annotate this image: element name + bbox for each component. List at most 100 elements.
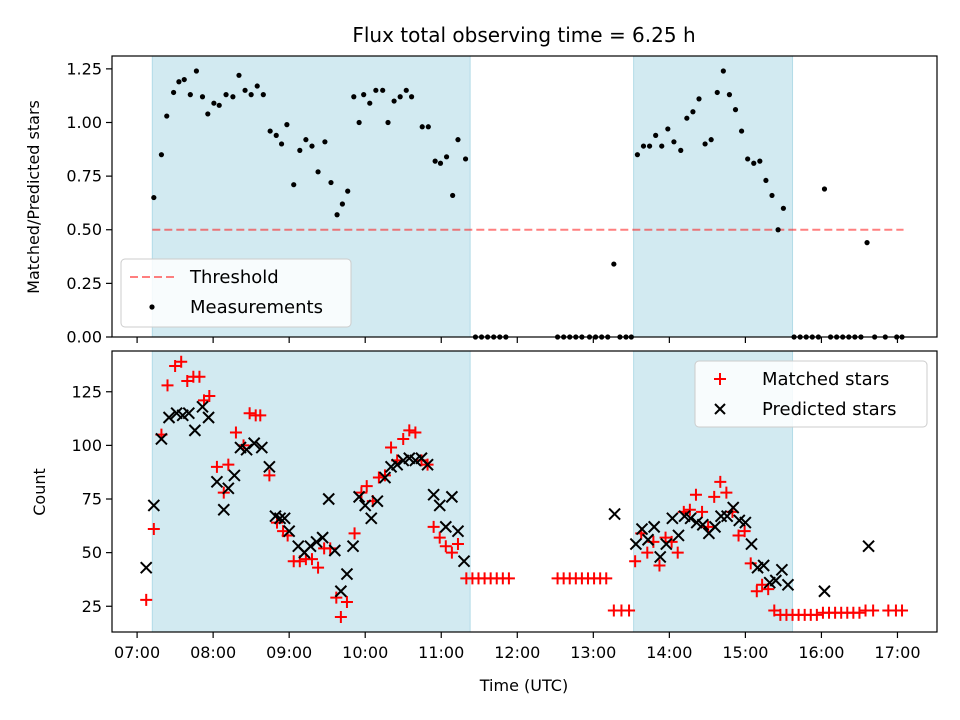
- predicted-star-point: [745, 537, 758, 551]
- matched-star-point: [768, 604, 781, 617]
- bottom-axis-ticks: 07:00 08:00 09:00 10:00 11:00 12:00 13:00 14:00…: [71, 382, 920, 662]
- measurement-point: [278, 141, 285, 147]
- legend-matched-label: Matched stars: [762, 369, 889, 390]
- predicted-star-point: [217, 503, 230, 516]
- predicted-star-point: [228, 469, 241, 482]
- predicted-star-point: [635, 522, 649, 536]
- bottom-plot-frame: [111, 350, 938, 633]
- predicted-star-point: [739, 516, 752, 529]
- predicted-star-point: [684, 512, 697, 525]
- measurement-point: [443, 154, 450, 160]
- predicted-star-point: [202, 411, 215, 424]
- matched-star-point: [330, 591, 343, 604]
- predicted-star-point: [720, 509, 734, 523]
- bottom-y-tick-label: 50: [82, 543, 102, 562]
- bottom-legend: Matched stars Predicted stars: [694, 360, 928, 428]
- bottom-y-tick-label: 100: [71, 436, 102, 455]
- measurement-point: [821, 186, 828, 192]
- matched-star-point: [810, 608, 823, 621]
- measurement-point: [211, 100, 217, 106]
- predicted-star-point: [162, 411, 176, 424]
- matched-star-point: [853, 606, 866, 619]
- matched-star-point: [360, 480, 373, 493]
- matched-star-point: [696, 505, 709, 518]
- measurement-point: [248, 92, 254, 98]
- measurement-point: [356, 119, 362, 126]
- measurement-point: [345, 188, 351, 194]
- matched-star-point: [409, 426, 422, 439]
- measurement-point: [361, 92, 367, 98]
- predicted-star-point: [358, 499, 372, 512]
- predicted-star-point: [263, 460, 276, 474]
- predicted-star-point: [608, 507, 621, 521]
- x-axis-label: Time (UTC): [479, 676, 568, 695]
- measurement-points: [151, 68, 905, 340]
- x-tick-label: 10:00: [342, 643, 388, 662]
- predicted-star-point: [365, 512, 378, 525]
- top-legend-box: [120, 258, 352, 328]
- predicted-star-point: [304, 539, 317, 553]
- x-tick-label: 07:00: [114, 643, 160, 662]
- measurement-point: [151, 194, 157, 201]
- matched-star-point: [324, 542, 337, 555]
- predicted-star-point: [696, 518, 710, 531]
- measurement-point: [297, 147, 303, 153]
- measurement-point: [273, 132, 279, 138]
- matched-star-point: [439, 540, 452, 553]
- predicted-star-point: [378, 471, 392, 484]
- measurement-point: [708, 137, 714, 143]
- matched-star-point: [445, 546, 458, 559]
- predicted-star-point: [451, 524, 465, 538]
- matched-star-point: [147, 523, 160, 536]
- measurement-point: [322, 139, 328, 145]
- measurement-point: [671, 139, 677, 145]
- top-y-axis-label: Matched/Predicted stars: [24, 100, 43, 294]
- predicted-star-point: [210, 475, 224, 489]
- measurement-point: [864, 240, 870, 246]
- matched-star-point: [683, 503, 696, 516]
- measurement-point: [751, 160, 757, 166]
- measurement-point: [193, 68, 200, 74]
- measurement-point: [380, 87, 386, 93]
- matched-star-point: [403, 424, 416, 437]
- matched-star-point: [750, 585, 763, 598]
- predicted-star-point: [647, 520, 661, 534]
- measurement-point: [659, 143, 665, 149]
- measurement-point: [236, 72, 242, 78]
- predicted-star-point: [727, 501, 740, 514]
- legend-predicted-label: Predicted stars: [762, 399, 896, 420]
- measurement-point: [745, 156, 751, 162]
- matched-star-point: [653, 559, 666, 572]
- predicted-star-point: [445, 490, 459, 504]
- measurement-point: [176, 79, 182, 85]
- predicted-star-point: [273, 512, 287, 525]
- legend-predicted-swatch: [714, 403, 726, 415]
- predicted-star-point: [769, 574, 783, 587]
- predicted-star-point: [421, 458, 434, 471]
- matched-star-point: [502, 572, 515, 585]
- matched-star-point: [312, 561, 325, 574]
- x-tick-label: 14:00: [646, 643, 692, 662]
- matched-star-point: [222, 458, 235, 471]
- matched-star-point: [140, 593, 153, 606]
- measurement-point: [684, 115, 690, 121]
- top-plot-frame: [111, 55, 938, 338]
- measurement-point: [367, 100, 373, 106]
- top-legend: Threshold Measurements: [120, 258, 352, 328]
- matched-star-point: [451, 538, 464, 551]
- measurement-point: [432, 158, 438, 164]
- x-tick-label: 11:00: [418, 643, 464, 662]
- measurement-point: [780, 205, 787, 211]
- measurement-point: [254, 83, 260, 89]
- top-axis-ticks: 0.00 0.25 0.50 0.75 1.00 1.25: [66, 59, 899, 347]
- measurement-point: [315, 169, 321, 175]
- matched-star-point: [720, 486, 733, 499]
- matched-star-point: [738, 525, 751, 538]
- matched-star-point: [169, 360, 182, 373]
- predicted-star-point: [433, 499, 446, 512]
- measurement-point: [403, 87, 409, 93]
- predicted-star-point: [781, 578, 795, 592]
- predicted-star-point: [708, 520, 722, 534]
- measurement-point: [187, 92, 193, 98]
- matched-star-point: [340, 595, 353, 608]
